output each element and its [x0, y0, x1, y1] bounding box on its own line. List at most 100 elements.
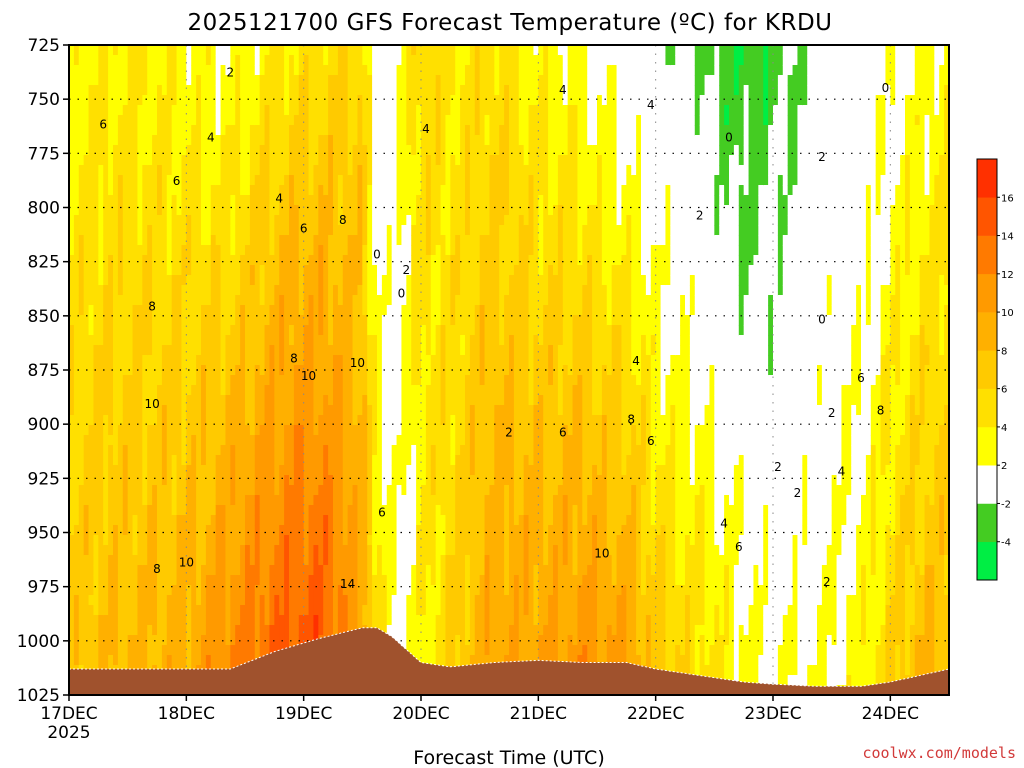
- temperature-cell: [249, 265, 256, 276]
- temperature-cell: [416, 195, 422, 206]
- temperature-cell: [313, 235, 319, 246]
- temperature-cell: [337, 515, 344, 526]
- temperature-cell: [259, 645, 266, 656]
- temperature-cell: [186, 595, 192, 606]
- temperature-cell: [205, 375, 212, 386]
- temperature-cell: [440, 505, 447, 516]
- temperature-cell: [171, 165, 178, 176]
- temperature-cell: [220, 325, 227, 336]
- temperature-cell: [132, 405, 139, 416]
- temperature-cell: [83, 385, 90, 396]
- temperature-cell: [240, 635, 246, 646]
- temperature-cell: [421, 545, 427, 556]
- temperature-cell: [103, 235, 109, 246]
- temperature-cell: [357, 195, 363, 206]
- temperature-cell: [88, 545, 95, 556]
- temperature-cell: [357, 125, 363, 136]
- temperature-cell: [362, 605, 368, 616]
- temperature-cell: [93, 85, 99, 96]
- temperature-cell: [381, 545, 388, 556]
- temperature-cell: [161, 305, 168, 316]
- temperature-cell: [254, 315, 261, 326]
- temperature-cell: [372, 415, 378, 426]
- temperature-cell: [215, 345, 222, 356]
- temperature-cell: [333, 565, 339, 576]
- temperature-cell: [225, 525, 231, 536]
- temperature-cell: [303, 65, 310, 76]
- temperature-cell: [435, 615, 442, 626]
- temperature-cell: [421, 285, 427, 296]
- temperature-cell: [308, 185, 315, 196]
- temperature-cell: [430, 485, 437, 496]
- temperature-cell: [220, 585, 227, 596]
- temperature-cell: [386, 205, 393, 216]
- temperature-cell: [161, 535, 168, 546]
- temperature-cell: [396, 305, 403, 316]
- temperature-cell: [113, 245, 119, 256]
- temperature-cell: [284, 245, 290, 256]
- temperature-cell: [157, 115, 163, 126]
- temperature-cell: [284, 285, 290, 296]
- temperature-cell: [181, 205, 187, 216]
- temperature-cell: [313, 585, 319, 596]
- temperature-cell: [127, 485, 134, 496]
- temperature-cell: [186, 445, 192, 456]
- temperature-cell: [181, 425, 187, 436]
- temperature-cell: [113, 455, 119, 466]
- temperature-cell: [254, 545, 261, 556]
- temperature-cell: [122, 415, 129, 426]
- temperature-cell: [333, 605, 339, 616]
- temperature-cell: [372, 85, 378, 96]
- temperature-cell: [406, 385, 412, 396]
- temperature-cell: [386, 305, 393, 316]
- temperature-cell: [391, 175, 398, 186]
- temperature-cell: [235, 215, 241, 226]
- temperature-cell: [122, 65, 129, 76]
- temperature-cell: [430, 105, 437, 116]
- temperature-cell: [113, 415, 119, 426]
- temperature-cell: [323, 75, 329, 86]
- temperature-cell: [83, 375, 90, 386]
- temperature-cell: [421, 475, 427, 486]
- temperature-cell: [147, 595, 153, 606]
- temperature-cell: [142, 375, 148, 386]
- temperature-cell: [235, 415, 241, 426]
- temperature-cell: [249, 455, 256, 466]
- temperature-cell: [210, 305, 217, 316]
- temperature-cell: [377, 595, 383, 606]
- temperature-cell: [98, 85, 104, 96]
- temperature-cell: [313, 475, 319, 486]
- temperature-cell: [147, 55, 153, 66]
- temperature-cell: [215, 205, 222, 216]
- temperature-cell: [98, 375, 104, 386]
- temperature-cell: [401, 235, 407, 246]
- temperature-cell: [328, 365, 334, 376]
- temperature-cell: [386, 585, 393, 596]
- temperature-cell: [347, 55, 354, 66]
- temperature-cell: [279, 625, 285, 636]
- temperature-cell: [342, 605, 349, 616]
- temperature-cell: [381, 615, 388, 626]
- temperature-cell: [430, 495, 437, 506]
- temperature-cell: [298, 475, 305, 486]
- temperature-cell: [157, 325, 163, 336]
- temperature-cell: [289, 165, 295, 176]
- temperature-cell: [279, 185, 285, 196]
- temperature-cell: [396, 265, 403, 276]
- temperature-cell: [396, 415, 403, 426]
- temperature-cell: [103, 215, 109, 226]
- temperature-cell: [78, 345, 85, 356]
- temperature-cell: [347, 235, 354, 246]
- temperature-cell: [176, 585, 183, 596]
- temperature-cell: [220, 45, 227, 56]
- temperature-cell: [176, 225, 183, 236]
- temperature-cell: [406, 465, 412, 476]
- temperature-cell: [289, 485, 295, 496]
- temperature-cell: [416, 65, 422, 76]
- temperature-cell: [264, 445, 271, 456]
- temperature-cell: [440, 305, 447, 316]
- temperature-cell: [303, 355, 310, 366]
- temperature-cell: [274, 115, 280, 126]
- temperature-cell: [284, 625, 290, 636]
- temperature-cell: [166, 435, 173, 446]
